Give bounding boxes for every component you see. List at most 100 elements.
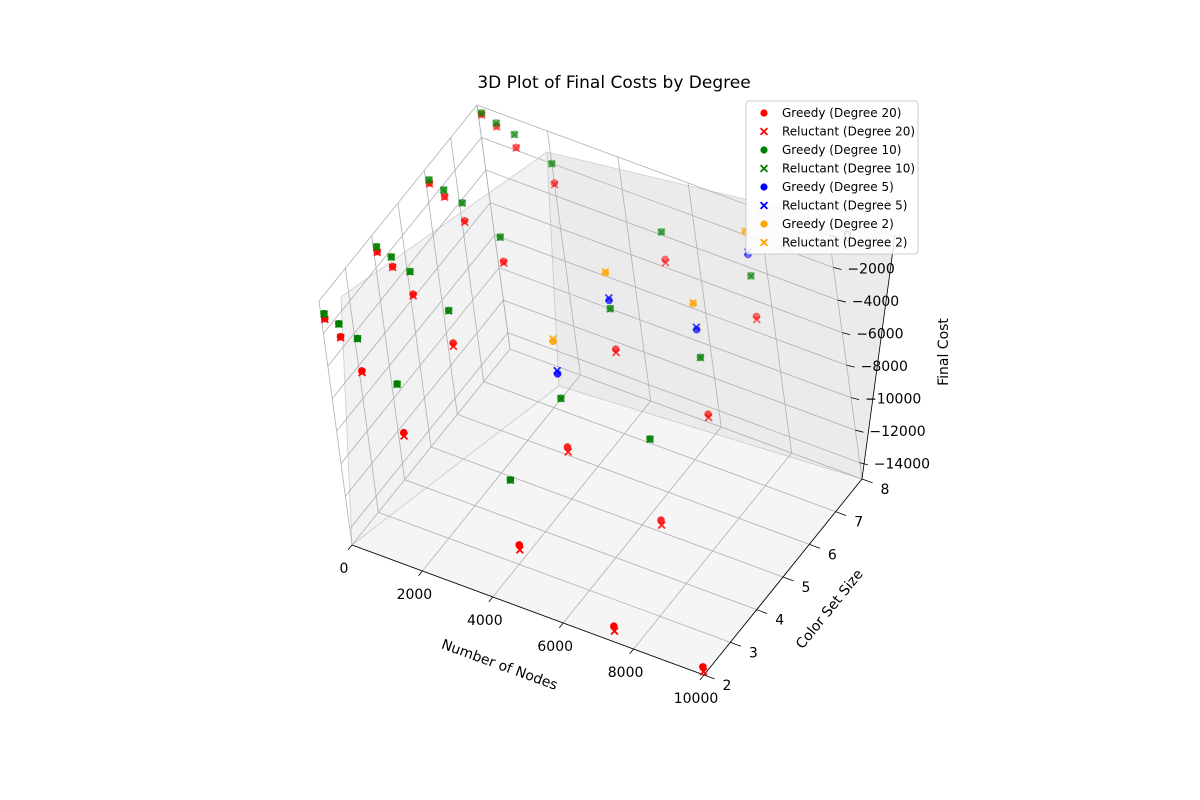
y-tick-label: 7 — [854, 515, 863, 531]
series-reluctant-degree-20 — [320, 111, 761, 676]
data-point — [689, 298, 698, 307]
data-point — [409, 290, 417, 299]
data-point — [492, 119, 501, 128]
data-point — [439, 186, 448, 195]
y-grid-line — [371, 235, 757, 611]
data-point — [405, 267, 415, 276]
series-reluctant-degree-2 — [548, 226, 749, 343]
data-point — [496, 233, 505, 242]
z-grid-line — [323, 137, 834, 334]
data-point — [387, 253, 396, 262]
data-point — [657, 521, 666, 530]
legend-marker — [760, 146, 768, 154]
x-tick-mark — [488, 596, 494, 603]
x-tick-label: 6000 — [537, 639, 573, 655]
x-tick-label: 10000 — [674, 691, 719, 707]
legend-marker — [760, 109, 768, 117]
z-tick-mark — [842, 332, 851, 335]
data-point — [661, 258, 670, 267]
z-grid-line — [318, 104, 830, 302]
z-grid-line — [331, 202, 843, 399]
data-point — [506, 476, 515, 485]
data-point — [752, 315, 761, 324]
data-point — [353, 334, 362, 343]
y-tick-mark — [730, 641, 742, 647]
legend-label: Greedy (Degree 20) — [782, 106, 901, 120]
data-point — [553, 366, 562, 375]
y-tick-label: 3 — [749, 645, 758, 661]
legend-marker — [759, 164, 769, 173]
z-grid-line — [349, 332, 860, 529]
data-point — [444, 306, 453, 315]
z-axis-label: Final Cost — [936, 318, 952, 386]
legend-label: Greedy (Degree 5) — [782, 180, 894, 194]
x-tick-mark — [629, 648, 634, 655]
data-point — [556, 394, 565, 403]
chart-title: 3D Plot of Final Costs by Degree — [477, 73, 750, 93]
z-tick-mark — [850, 397, 860, 401]
x-tick-label: 8000 — [608, 665, 644, 681]
data-point — [645, 435, 655, 444]
y-tick-label: 6 — [828, 547, 837, 563]
z-tick-mark — [846, 364, 855, 368]
legend-items: Greedy (Degree 20) Reluctant (Degree 20) G… — [759, 106, 915, 250]
z-grid-line — [336, 234, 847, 432]
z-tick-label: −6000 — [856, 327, 903, 343]
data-point — [692, 323, 701, 332]
data-point — [657, 228, 666, 237]
x-tick-mark — [347, 544, 353, 551]
data-point — [460, 218, 469, 227]
x-tick-label: 2000 — [397, 587, 433, 603]
data-point — [449, 342, 458, 351]
data-point — [612, 348, 621, 357]
x-tick-label: 0 — [340, 561, 349, 577]
data-point — [601, 267, 610, 276]
data-point — [477, 109, 486, 118]
z-grid-line — [327, 169, 838, 367]
y-tick-mark — [835, 511, 847, 516]
z-tick-mark — [855, 429, 864, 433]
y-tick-label: 8 — [881, 482, 890, 498]
x-tick-mark — [558, 622, 564, 629]
z-tick-mark — [833, 267, 842, 270]
z-tick-label: −12000 — [869, 424, 925, 440]
data-point — [606, 304, 615, 313]
y-grid-line — [423, 170, 810, 545]
data-point — [548, 334, 557, 343]
y-tick-mark — [756, 609, 768, 614]
y-tick-label: 2 — [723, 678, 732, 694]
y-tick-mark — [809, 543, 821, 549]
data-point — [400, 431, 409, 441]
z-tick-mark — [859, 462, 868, 466]
z-grid-line — [345, 299, 856, 497]
z-tick-mark — [837, 299, 846, 303]
x-tick-label: 4000 — [467, 613, 503, 629]
x-axis-line — [351, 544, 705, 676]
legend-marker — [760, 183, 768, 191]
z-tick-label: −14000 — [874, 457, 930, 473]
data-point — [547, 159, 556, 168]
data-point — [696, 353, 705, 362]
data-point — [409, 291, 418, 300]
legend-marker — [760, 220, 768, 228]
z-tick-label: −8000 — [861, 359, 908, 375]
data-point — [499, 257, 508, 266]
y-grid-line — [344, 268, 731, 643]
z-axis-line — [861, 234, 896, 480]
data-point — [746, 271, 755, 281]
y-tick-mark — [703, 674, 715, 680]
x-tick-mark — [699, 674, 705, 681]
y-grid-line — [397, 202, 784, 578]
legend-box — [745, 100, 919, 255]
legend-marker — [759, 127, 769, 136]
data-point — [334, 320, 343, 329]
legend-label: Reluctant (Degree 10) — [782, 162, 915, 176]
z-grid-line — [340, 267, 852, 464]
data-point — [320, 309, 329, 319]
y-tick-mark — [861, 478, 873, 484]
data-point — [458, 199, 467, 208]
z-tick-label: −2000 — [847, 262, 894, 278]
data-point — [704, 413, 713, 422]
